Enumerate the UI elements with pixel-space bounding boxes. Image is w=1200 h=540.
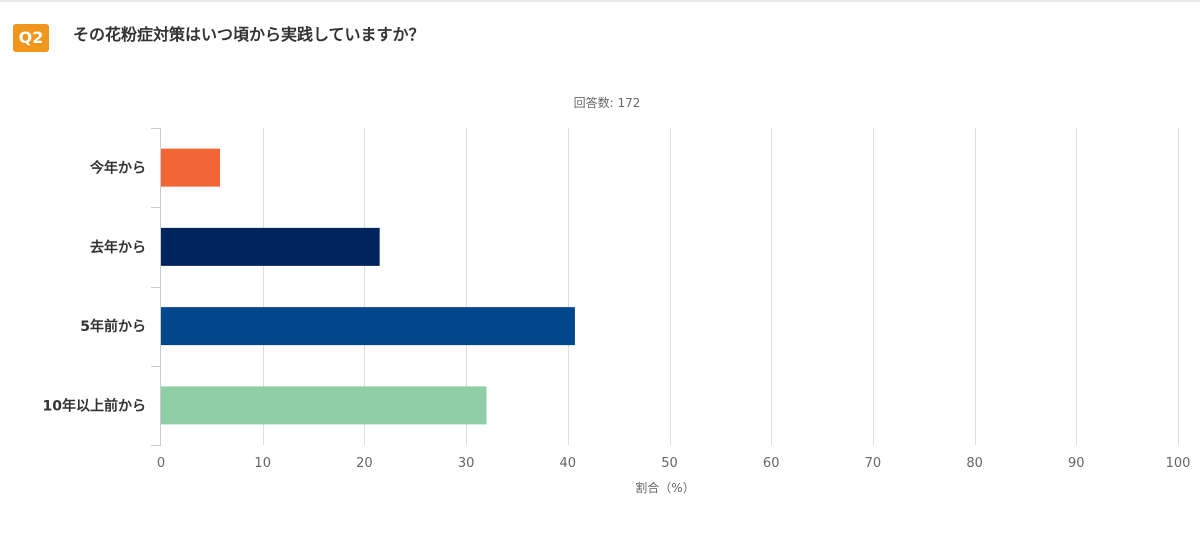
x-axis-title: 割合（%） (635, 480, 694, 495)
category-label: 10年以上前から (43, 397, 146, 414)
category-label: 去年から (90, 239, 146, 256)
category-label: 今年から (89, 160, 146, 177)
category-label: 5年前から (80, 318, 146, 335)
bar (161, 386, 487, 425)
question-title: その花粉症対策はいつ頃から実践していますか？ (73, 25, 425, 44)
bar (161, 227, 380, 266)
x-tick-label: 10 (254, 456, 271, 471)
question-number-badge: Q2 (13, 24, 49, 52)
bar (161, 307, 575, 346)
top-border (0, 0, 1200, 2)
x-tick-label: 30 (458, 456, 475, 471)
x-tick-label: 40 (560, 456, 577, 471)
x-tick-label: 90 (1068, 456, 1085, 471)
x-axis-ticks: 0 10 20 30 40 50 60 70 80 90 100 (157, 456, 1191, 471)
x-tick-label: 20 (356, 456, 373, 471)
x-tick-label: 0 (157, 456, 165, 471)
x-tick-label: 80 (966, 456, 983, 471)
x-tick-label: 100 (1166, 456, 1191, 471)
bars (161, 148, 575, 425)
x-tick-label: 70 (865, 456, 882, 471)
respondent-count: 回答数: 172 (574, 95, 641, 110)
bar (161, 148, 220, 187)
y-axis (151, 128, 161, 446)
gridlines (263, 128, 1179, 445)
x-tick-label: 50 (661, 456, 678, 471)
x-tick-label: 60 (763, 456, 780, 471)
